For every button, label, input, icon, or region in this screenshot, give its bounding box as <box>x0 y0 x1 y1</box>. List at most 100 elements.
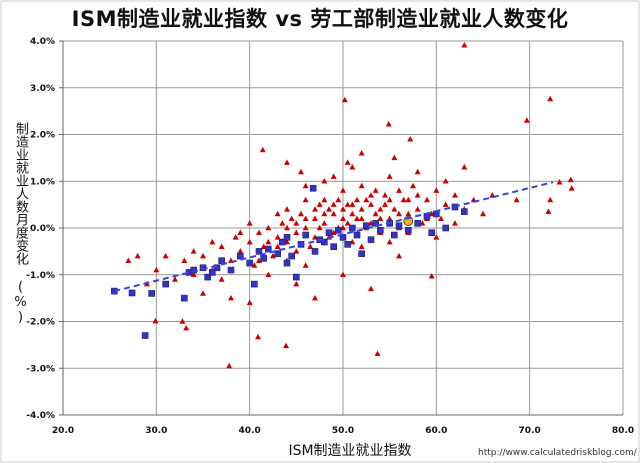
square-point <box>325 229 333 236</box>
triangle-point <box>237 229 244 235</box>
triangle-point <box>452 220 458 226</box>
triangle-point <box>265 271 272 278</box>
square-point <box>377 227 384 234</box>
square-point <box>209 269 216 276</box>
square-point <box>237 252 244 260</box>
triangle-point <box>316 224 323 231</box>
square-point <box>260 255 267 262</box>
square-point <box>246 259 253 267</box>
triangle-point <box>405 210 412 217</box>
triangle-point <box>134 252 141 259</box>
triangle-point <box>391 154 398 161</box>
square-point <box>321 238 328 246</box>
triangle-point <box>302 262 309 268</box>
triangle-point <box>340 206 346 212</box>
chart-title: ISM制造业就业指数 vs 劳工部制造业就业人数变化 <box>71 7 569 31</box>
x-tick-label: 50.0 <box>332 426 354 436</box>
square-point <box>311 248 319 255</box>
triangle-point <box>237 248 244 254</box>
triangle-point <box>162 252 169 259</box>
triangle-point <box>391 206 398 212</box>
triangle-point <box>513 196 520 203</box>
triangle-point <box>568 185 575 191</box>
triangle-point <box>256 229 262 235</box>
triangle-point <box>545 208 552 214</box>
square-point <box>181 294 188 302</box>
triangle-point <box>354 215 360 221</box>
triangle-point <box>386 196 393 203</box>
triangle-point <box>382 201 388 207</box>
triangle-point <box>400 196 407 203</box>
triangle-point <box>284 206 290 212</box>
square-point <box>335 227 342 234</box>
triangle-point <box>218 243 225 249</box>
square-point <box>461 208 468 215</box>
y-tick-label: -1.0% <box>26 271 55 281</box>
triangle-point <box>284 224 290 231</box>
triangle-point <box>340 215 346 221</box>
triangle-point <box>442 178 449 184</box>
triangle-point <box>279 220 286 226</box>
triangle-point <box>302 215 309 221</box>
triangle-point <box>228 294 234 301</box>
triangle-point <box>428 272 435 279</box>
y-tick-label: 1.0% <box>30 177 55 187</box>
square-point <box>414 220 421 227</box>
triangle-point <box>358 182 365 189</box>
square-point <box>442 224 449 232</box>
square-point <box>128 289 136 297</box>
triangle-point <box>461 42 468 48</box>
triangle-point <box>283 342 290 349</box>
triangle-point <box>414 192 421 198</box>
y-tick-label: 3.0% <box>30 84 55 94</box>
square-point <box>349 224 356 232</box>
square-point <box>218 257 225 265</box>
triangle-point <box>396 187 402 193</box>
triangle-point <box>218 276 225 282</box>
square-point <box>302 231 309 239</box>
triangle-point <box>259 146 266 153</box>
triangle-point <box>307 243 314 249</box>
x-tick-label: 40.0 <box>239 426 261 436</box>
y-tick-label: 2.0% <box>30 131 55 141</box>
triangle-point <box>200 290 206 296</box>
triangle-point <box>232 234 239 240</box>
triangle-point <box>547 196 554 203</box>
triangle-point <box>377 206 384 212</box>
triangle-point <box>358 215 365 221</box>
triangle-point <box>255 333 262 340</box>
triangle-point <box>284 159 290 165</box>
triangle-point <box>330 173 337 179</box>
triangle-point <box>265 238 272 245</box>
triangle-point <box>433 234 440 240</box>
triangle-point <box>349 164 356 170</box>
triangle-point <box>302 224 309 231</box>
square-point <box>279 238 286 246</box>
triangle-point <box>330 210 337 217</box>
triangle-point <box>452 192 458 198</box>
square-point <box>367 236 375 243</box>
triangle-point <box>354 196 360 203</box>
square-point <box>204 273 211 281</box>
triangle-point <box>382 192 388 198</box>
triangle-point <box>349 201 356 207</box>
square-point <box>148 290 155 297</box>
triangle-point <box>312 206 318 212</box>
triangle-point <box>344 220 351 226</box>
square-point <box>391 231 398 239</box>
y-tick-label: -4.0% <box>26 411 55 421</box>
triangle-point <box>344 201 351 207</box>
triangle-point <box>209 238 216 245</box>
triangle-point <box>226 362 233 369</box>
triangle-point <box>386 238 393 245</box>
triangle-point <box>433 187 440 193</box>
triangle-point <box>556 178 563 185</box>
triangle-point <box>181 257 188 264</box>
triangle-point <box>363 196 370 203</box>
triangle-point <box>288 215 295 221</box>
triangle-point <box>410 182 416 189</box>
triangle-point <box>407 135 414 142</box>
triangle-point <box>480 210 486 217</box>
